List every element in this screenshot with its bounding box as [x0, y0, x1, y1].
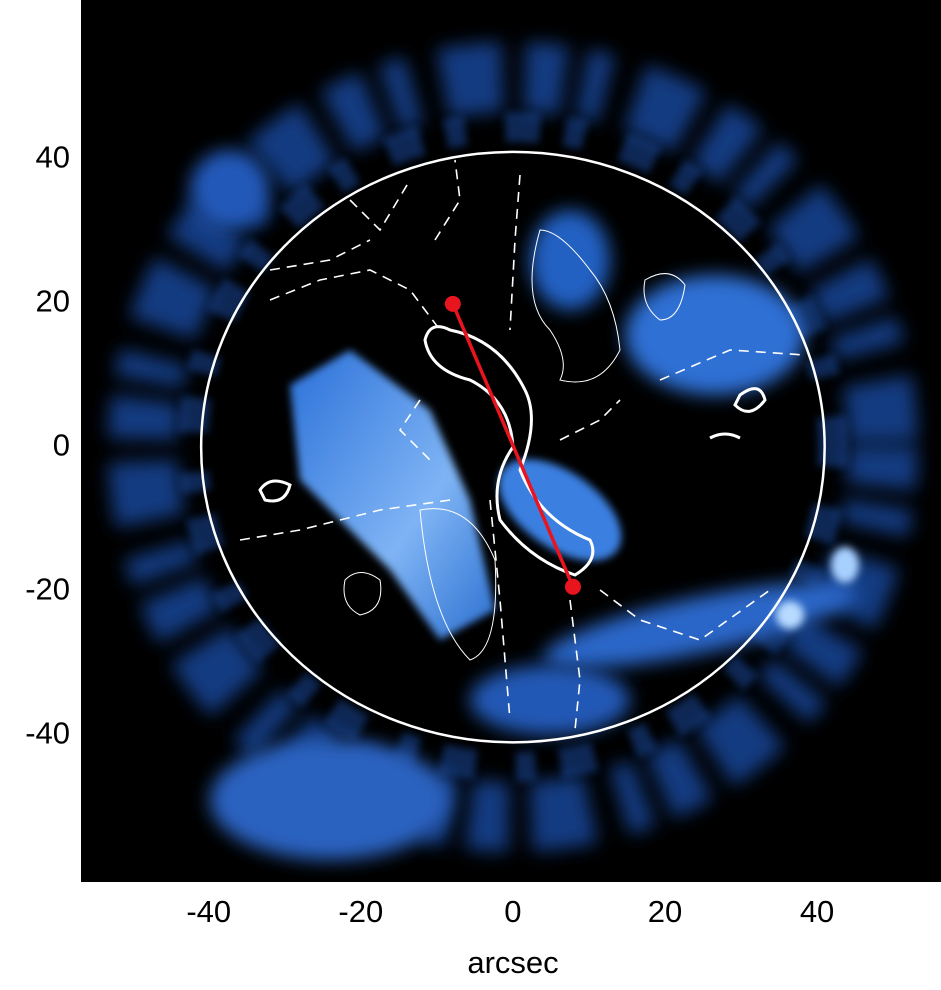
x-tick-label: -40: [186, 894, 231, 929]
y-tick-label: 0: [53, 427, 70, 462]
contours: [239, 159, 806, 731]
slit-endpoint: [564, 578, 581, 595]
x-tick-label: -20: [338, 894, 383, 929]
x-tick-label: 40: [800, 894, 834, 929]
y-tick-label: 20: [36, 283, 70, 318]
x-tick-label: 0: [504, 894, 521, 929]
y-tick-label: -20: [25, 571, 70, 606]
x-tick-label: 20: [648, 894, 682, 929]
slit-line: [451, 303, 575, 588]
y-tick-label: -40: [25, 715, 70, 750]
x-axis-label: arcsec: [467, 945, 558, 980]
slit-endpoint: [444, 295, 461, 312]
y-tick-label: 40: [36, 139, 70, 174]
aperture-circle: [199, 150, 826, 744]
emission-image: [108, 42, 918, 860]
